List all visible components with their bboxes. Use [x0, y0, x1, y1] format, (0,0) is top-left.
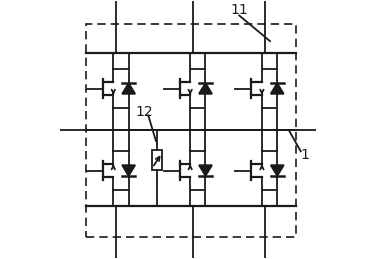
Polygon shape — [199, 165, 212, 176]
Bar — [152, 150, 162, 170]
Polygon shape — [271, 83, 284, 94]
Polygon shape — [271, 165, 284, 176]
Polygon shape — [122, 83, 135, 94]
Bar — [85, 24, 296, 237]
Polygon shape — [199, 83, 212, 94]
Polygon shape — [122, 165, 135, 176]
Text: 12: 12 — [136, 105, 153, 119]
Text: 11: 11 — [230, 3, 248, 17]
Text: 1: 1 — [300, 148, 309, 162]
